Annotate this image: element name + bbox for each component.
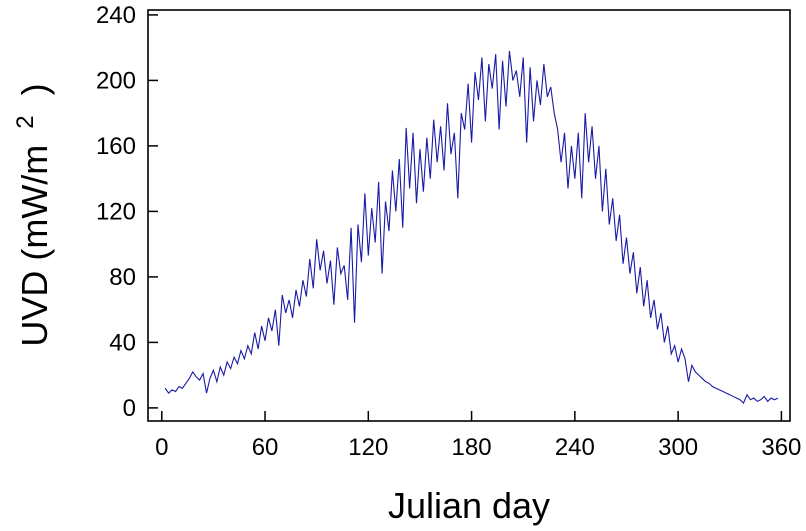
y-tick-label: 200 [96, 67, 136, 94]
y-tick-label: 160 [96, 133, 136, 160]
y-tick-label: 120 [96, 198, 136, 225]
y-axis-label-main: UVD (mW/m [14, 145, 55, 347]
x-axis-label: Julian day [388, 485, 550, 526]
x-tick-label: 240 [555, 434, 595, 461]
x-tick-label: 360 [761, 434, 801, 461]
y-axis-ticks: 0 40 80 120 160 200 240 [96, 2, 158, 422]
y-axis-label-close: ) [14, 83, 55, 95]
x-tick-label: 300 [658, 434, 698, 461]
y-tick-label: 240 [96, 2, 136, 29]
x-tick-label: 60 [252, 434, 279, 461]
x-axis-ticks: 0 60 120 180 240 300 360 [155, 411, 801, 461]
y-tick-label: 40 [109, 329, 136, 356]
plot-frame [147, 9, 791, 422]
x-tick-label: 120 [348, 434, 388, 461]
y-tick-label: 0 [123, 395, 136, 422]
x-tick-label: 180 [452, 434, 492, 461]
y-axis-label: UVD (mW/m 2 ) [0, 83, 55, 346]
x-tick-label: 0 [155, 434, 168, 461]
uvd-series-line [164, 50, 779, 404]
y-axis-label-superscript: 2 [12, 115, 39, 128]
y-tick-label: 80 [109, 264, 136, 291]
